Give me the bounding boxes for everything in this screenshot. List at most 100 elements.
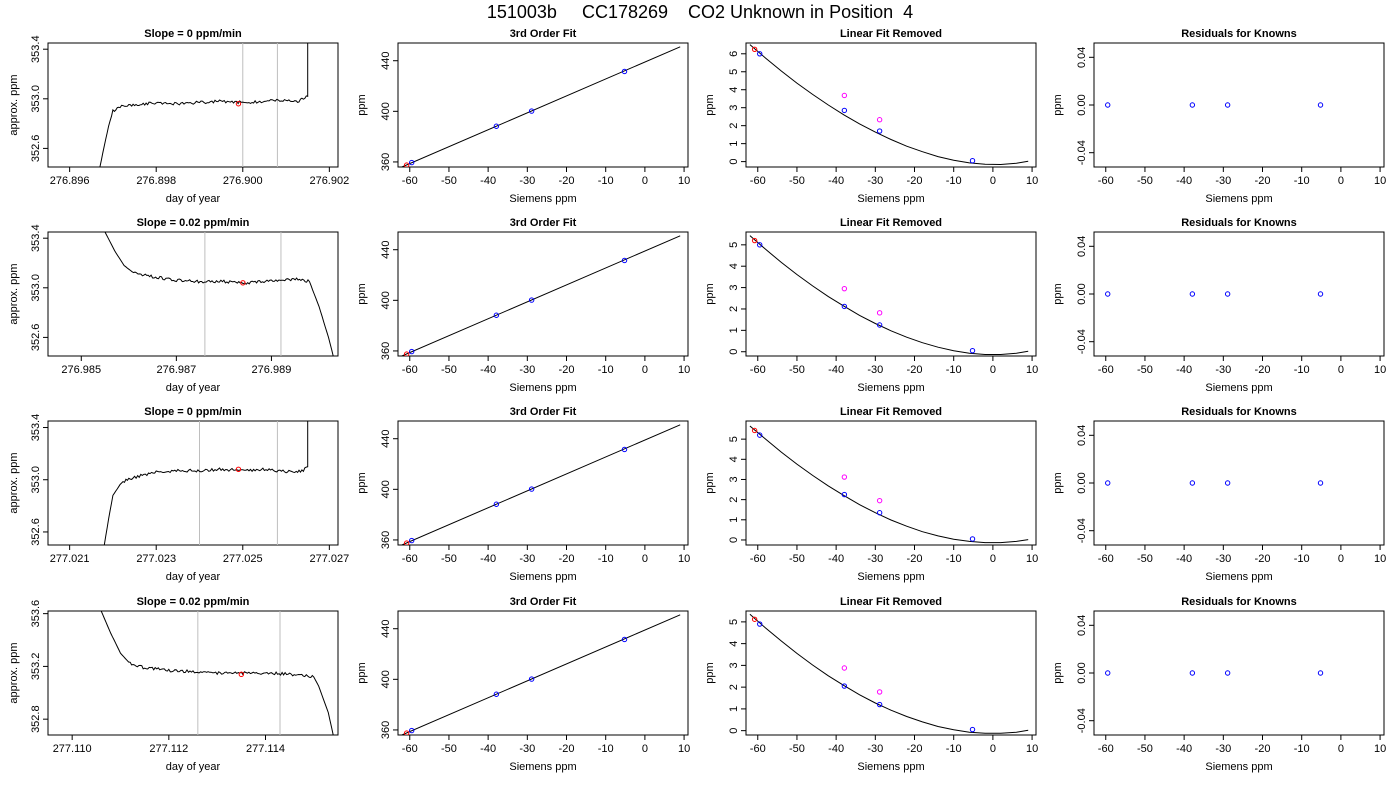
point-blue	[409, 537, 415, 544]
fit-curve	[401, 614, 681, 735]
panel-title: 3rd Order Fit	[510, 406, 577, 418]
x-tick-label: -60	[750, 364, 766, 376]
x-tick-label: 10	[678, 175, 690, 187]
x-axis-label: Siemens ppm	[509, 571, 576, 583]
x-tick-label: -40	[480, 364, 496, 376]
x-tick-label: -40	[1176, 175, 1192, 187]
x-tick-label: -40	[828, 743, 844, 755]
point-blue	[757, 242, 763, 248]
x-tick-label: 10	[678, 553, 690, 565]
x-tick-label: -30	[867, 364, 883, 376]
x-tick-label: -40	[828, 175, 844, 187]
x-tick-label: -20	[1255, 743, 1271, 755]
y-tick-label: 1	[728, 517, 740, 523]
x-axis-label: Siemens ppm	[509, 193, 576, 205]
x-tick-label: 0	[1338, 553, 1344, 565]
plot-frame	[397, 231, 689, 357]
y-tick-label: 0	[728, 537, 740, 543]
panel-title: Residuals for Knowns	[1181, 28, 1297, 40]
panel-r1c4: Residuals for Knowns -60 -50 -40 -30 -20 -10 0 1…	[1052, 28, 1386, 205]
panel-title: Linear Fit Removed	[840, 28, 942, 40]
y-tick-label: 0	[728, 728, 740, 734]
x-tick-label: -20	[559, 553, 575, 565]
x-tick-label: -40	[480, 175, 496, 187]
x-tick-label: 10	[1026, 364, 1038, 376]
plot-frame	[47, 610, 339, 736]
plot-area	[749, 613, 1029, 734]
series-trace	[100, 611, 334, 735]
x-tick-label: -20	[559, 364, 575, 376]
panel-title: Slope = 0 ppm/min	[144, 28, 242, 40]
x-axis-label: day of year	[166, 382, 221, 394]
plot-frame	[397, 42, 689, 168]
x-tick-label: 10	[1026, 743, 1038, 755]
point-blue	[621, 446, 628, 453]
x-tick-label: -10	[1294, 553, 1310, 565]
y-tick-label: 1	[728, 706, 740, 712]
x-tick-label: -10	[946, 364, 962, 376]
plot-area	[100, 611, 334, 735]
panel-title: Linear Fit Removed	[840, 217, 942, 229]
x-tick-label: -20	[907, 743, 923, 755]
x-tick-label: -60	[1098, 553, 1114, 565]
point-blue	[1189, 102, 1196, 108]
x-tick-label: 276.896	[50, 175, 90, 187]
x-tick-label: -40	[828, 553, 844, 565]
fit-curve	[749, 44, 1029, 166]
y-tick-label: 5	[728, 242, 740, 248]
x-tick-label: -10	[946, 553, 962, 565]
fit-curve	[749, 425, 1029, 544]
x-tick-label: 10	[1374, 743, 1386, 755]
point-magenta	[841, 665, 848, 671]
y-axis-label: approx. ppm	[8, 74, 20, 135]
plot-area	[1105, 670, 1324, 676]
y-axis-label: approx. ppm	[8, 642, 20, 703]
point-blue	[1105, 291, 1111, 297]
panel-r3c3: Linear Fit Removed -60 -50 -40 -30 -20 -10 0 10 0…	[704, 406, 1038, 583]
x-tick-label: -30	[519, 553, 535, 565]
x-axis-label: Siemens ppm	[1205, 761, 1272, 773]
panel-r3c2: 3rd Order Fit -60 -50 -40 -30 -20 -10 0 10 360 400…	[356, 406, 690, 583]
y-axis-label: ppm	[356, 283, 368, 304]
x-tick-label: -50	[789, 743, 805, 755]
x-axis-label: Siemens ppm	[857, 571, 924, 583]
point-magenta	[876, 310, 883, 316]
x-tick-label: 0	[1338, 364, 1344, 376]
y-tick-label: 0.04	[1076, 425, 1088, 446]
y-tick-label: 5	[728, 619, 740, 625]
x-tick-label: -50	[441, 364, 457, 376]
point-magenta	[841, 285, 848, 292]
point-blue	[757, 432, 763, 438]
plot-frame	[745, 42, 1037, 168]
x-tick-label: 0	[990, 553, 996, 565]
x-tick-label: -40	[1176, 553, 1192, 565]
plot-frame	[745, 420, 1037, 546]
x-tick-label: -30	[867, 743, 883, 755]
point-red	[751, 616, 758, 622]
x-axis-label: Siemens ppm	[509, 761, 576, 773]
x-tick-label: -60	[1098, 364, 1114, 376]
plot-frame	[47, 420, 339, 546]
fit-curve	[401, 235, 681, 356]
x-tick-label: 0	[1338, 743, 1344, 755]
y-axis-label: ppm	[704, 94, 716, 115]
plot-area	[401, 614, 681, 735]
x-tick-label: -20	[559, 743, 575, 755]
y-axis-label: ppm	[356, 94, 368, 115]
y-tick-label: 440	[380, 241, 392, 259]
y-tick-label: 1	[728, 327, 740, 333]
panel-title: 3rd Order Fit	[510, 28, 577, 40]
y-tick-label: 5	[728, 69, 740, 75]
x-tick-label: -20	[1255, 175, 1271, 187]
y-tick-label: 440	[380, 52, 392, 70]
panel-title: Residuals for Knowns	[1181, 406, 1297, 418]
panel-r2c1: Slope = 0.02 ppm/min 276.985 276.987 276.98…	[8, 217, 339, 394]
x-axis-label: Siemens ppm	[857, 193, 924, 205]
point-blue	[1189, 670, 1196, 676]
x-tick-label: -40	[828, 364, 844, 376]
x-tick-label: -30	[867, 553, 883, 565]
y-tick-label: 0.00	[1076, 283, 1088, 304]
plot-frame	[47, 42, 339, 168]
x-tick-label: 277.025	[223, 553, 263, 565]
x-tick-label: 0	[990, 364, 996, 376]
